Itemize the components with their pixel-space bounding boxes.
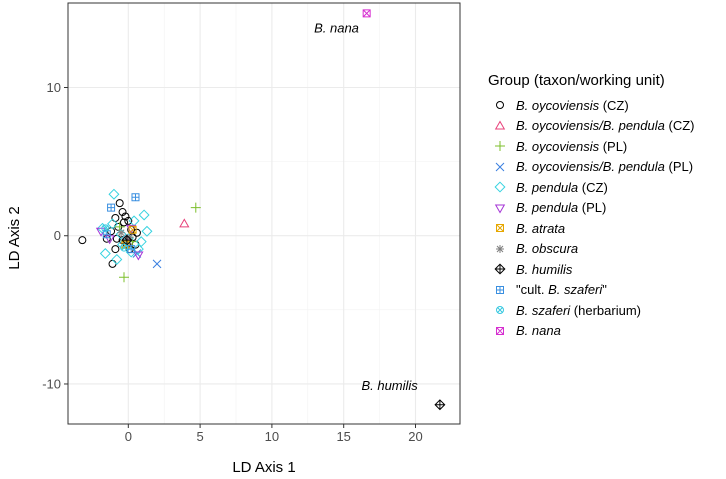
data-point: [125, 233, 134, 242]
data-point: [138, 209, 150, 221]
legend-marker: [495, 162, 505, 172]
data-point: [120, 218, 128, 227]
x-tick-label: 5: [196, 429, 203, 444]
data-point: [152, 259, 162, 269]
legend-marker: [496, 326, 504, 335]
data-point: [179, 218, 190, 228]
point-annotation: B. humilis: [361, 378, 418, 393]
y-tick-label: 0: [54, 228, 61, 243]
y-axis-title: LD Axis 2: [6, 206, 23, 269]
legend-marker: [494, 204, 506, 214]
panel-border: [67, 2, 461, 425]
legend-marker: [496, 285, 504, 294]
data-point: [124, 216, 133, 225]
panel-background: [68, 3, 460, 424]
data-point: [190, 202, 201, 213]
x-axis-title: LD Axis 1: [232, 459, 295, 476]
legend-label: B. szaferi (herbarium): [516, 302, 641, 318]
point-annotation: B. nana: [314, 21, 359, 36]
legend-entry: B. pendula (PL): [488, 198, 694, 219]
legend-label: B. oycoviensis (PL): [516, 138, 628, 154]
y-tick-label: 10: [47, 80, 61, 95]
axes: 0 5 10 15 20 -10 0 10: [42, 2, 461, 444]
data-point: [434, 399, 446, 411]
x-tick-label: 0: [125, 429, 132, 444]
y-tick-label: -10: [42, 376, 61, 391]
x-tick-label: 20: [408, 429, 422, 444]
legend-marker: [494, 263, 506, 275]
data-points: [78, 9, 446, 411]
data-point: [114, 221, 125, 232]
data-point: [127, 245, 136, 254]
data-point: [104, 235, 115, 245]
annotations: B. nana B. humilis: [314, 21, 418, 393]
legend-label: B. oycoviensis/B. pendula (PL): [516, 159, 694, 175]
legend-entry: B. oycoviensis (PL): [488, 136, 694, 157]
legend-entry: B. humilis: [488, 259, 694, 280]
data-point: [131, 193, 140, 202]
data-point: [108, 188, 120, 200]
legend-marker: [496, 224, 504, 233]
data-point: [120, 243, 128, 252]
legend-label: B. atrata: [516, 220, 566, 236]
data-point: [78, 236, 87, 245]
legend-entry: B. pendula (CZ): [488, 177, 694, 198]
data-point: [141, 225, 153, 237]
data-point: [132, 228, 141, 237]
data-point: [118, 208, 127, 217]
legend-entry: "cult. B. szaferi": [488, 280, 694, 301]
data-point: [117, 228, 126, 237]
legend-label: B. nana: [516, 323, 561, 339]
legend-marker: [495, 141, 505, 152]
data-point: [119, 272, 129, 283]
legend-label: B. pendula (PL): [516, 200, 607, 216]
legend-label: B. oycoviensis/B. pendula (CZ): [516, 118, 695, 134]
legend-entry: B. obscura: [488, 239, 694, 260]
legend-entry: B. szaferi (herbarium): [488, 300, 694, 321]
data-point: [107, 203, 116, 212]
legend-entries: B. oycoviensis (CZ) B. oycoviensis/B. pen…: [488, 95, 694, 341]
legend-entry: B. nana: [488, 321, 694, 342]
data-point: [99, 248, 111, 260]
data-point: [135, 236, 147, 248]
legend-entry: B. oycoviensis (CZ): [488, 95, 694, 116]
legend-label: B. oycoviensis (CZ): [516, 97, 629, 113]
data-point: [133, 251, 144, 261]
x-tick-label: 15: [336, 429, 350, 444]
data-point: [115, 199, 124, 208]
legend-label: B. humilis: [516, 261, 573, 277]
data-point: [120, 233, 131, 243]
legend: Group (taxon/working unit) B. oycoviensi…: [488, 72, 694, 341]
legend-label: B. pendula (CZ): [516, 179, 608, 195]
data-point: [121, 212, 130, 221]
plot-panel: [68, 3, 460, 424]
data-point: [111, 245, 120, 254]
data-point: [107, 218, 119, 230]
legend-label: B. obscura: [516, 241, 579, 257]
grid-lines: [68, 3, 460, 424]
data-point: [101, 224, 110, 233]
legend-marker: [494, 120, 506, 130]
legend-entry: B. oycoviensis/B. pendula (PL): [488, 157, 694, 178]
legend-marker: [496, 101, 504, 110]
data-point: [111, 253, 123, 265]
legend-entry: B. oycoviensis/B. pendula (CZ): [488, 116, 694, 137]
legend-label: "cult. B. szaferi": [516, 282, 607, 298]
legend-marker: [494, 181, 506, 193]
legend-marker: [496, 244, 504, 253]
data-point: [128, 225, 137, 234]
legend-title: Group (taxon/working unit): [488, 72, 665, 89]
legend-entry: B. atrata: [488, 218, 694, 239]
data-point: [362, 9, 371, 18]
legend-marker: [496, 306, 504, 315]
x-tick-label: 10: [265, 429, 279, 444]
